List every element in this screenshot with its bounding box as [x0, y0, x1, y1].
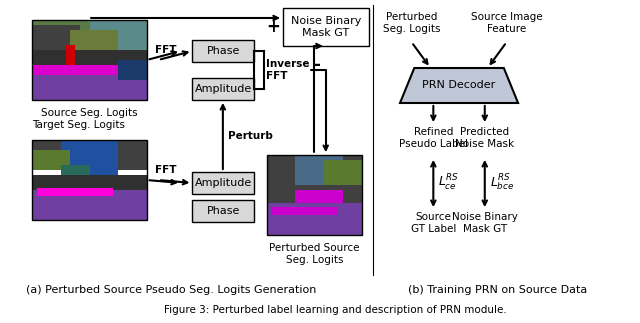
Bar: [33, 50, 147, 65]
Bar: [267, 155, 362, 235]
Bar: [267, 155, 362, 195]
Bar: [66, 45, 76, 65]
Text: Noise Binary
Mask GT: Noise Binary Mask GT: [291, 16, 361, 38]
Bar: [61, 140, 118, 175]
Bar: [118, 60, 147, 80]
FancyBboxPatch shape: [193, 78, 254, 100]
Text: Perturbed
Seg. Logits: Perturbed Seg. Logits: [383, 12, 440, 34]
Text: Amplitude: Amplitude: [195, 84, 252, 94]
Bar: [267, 155, 362, 235]
Text: Inverse
FFT: Inverse FFT: [266, 59, 309, 81]
Bar: [295, 190, 343, 205]
Bar: [37, 188, 113, 196]
Text: FFT: FFT: [155, 45, 177, 55]
Bar: [33, 140, 147, 220]
FancyBboxPatch shape: [193, 200, 254, 222]
Text: (b) Training PRN on Source Data: (b) Training PRN on Source Data: [408, 285, 587, 295]
Bar: [61, 165, 90, 180]
Text: Noise Binary
Mask GT: Noise Binary Mask GT: [452, 212, 518, 234]
Text: FFT: FFT: [155, 165, 177, 175]
FancyBboxPatch shape: [193, 40, 254, 62]
Bar: [33, 75, 147, 100]
Text: Amplitude: Amplitude: [195, 178, 252, 188]
Text: (a) Perturbed Source Pseudo Seg. Logits Generation: (a) Perturbed Source Pseudo Seg. Logits …: [26, 285, 317, 295]
Bar: [90, 20, 147, 50]
Text: $L_{bce}^{RS}$: $L_{bce}^{RS}$: [490, 173, 514, 193]
Bar: [33, 20, 147, 50]
Bar: [33, 180, 147, 220]
Text: +: +: [266, 18, 280, 36]
Text: Perturbed Source
Seg. Logits: Perturbed Source Seg. Logits: [269, 243, 360, 265]
Text: Refined
Pseudo Label: Refined Pseudo Label: [399, 127, 468, 149]
Text: -: -: [314, 56, 320, 74]
Text: Phase: Phase: [207, 46, 240, 56]
Bar: [324, 160, 362, 185]
Text: Source Seg. Logits: Source Seg. Logits: [41, 108, 138, 118]
Bar: [33, 65, 147, 85]
Bar: [295, 155, 343, 185]
Text: Figure 3: Perturbed label learning and description of PRN module.: Figure 3: Perturbed label learning and d…: [164, 305, 507, 315]
Bar: [70, 30, 118, 50]
Text: Source
GT Label: Source GT Label: [411, 212, 456, 234]
Polygon shape: [400, 68, 518, 103]
Text: $L_{ce}^{RS}$: $L_{ce}^{RS}$: [438, 173, 460, 193]
Bar: [33, 175, 147, 190]
Bar: [267, 203, 362, 235]
Bar: [271, 207, 338, 215]
Bar: [33, 20, 147, 100]
Text: Source Image
Feature: Source Image Feature: [471, 12, 543, 34]
Bar: [267, 185, 362, 205]
FancyBboxPatch shape: [193, 172, 254, 194]
Text: Target Seg. Logits: Target Seg. Logits: [33, 120, 125, 130]
Text: Phase: Phase: [207, 206, 240, 216]
Text: PRN Decoder: PRN Decoder: [422, 80, 495, 90]
Text: Predicted
Noise Mask: Predicted Noise Mask: [455, 127, 515, 149]
FancyBboxPatch shape: [283, 8, 369, 46]
Bar: [33, 140, 147, 170]
Text: Perturb: Perturb: [228, 131, 273, 141]
Bar: [33, 25, 80, 50]
Bar: [42, 185, 118, 195]
Bar: [33, 150, 70, 170]
